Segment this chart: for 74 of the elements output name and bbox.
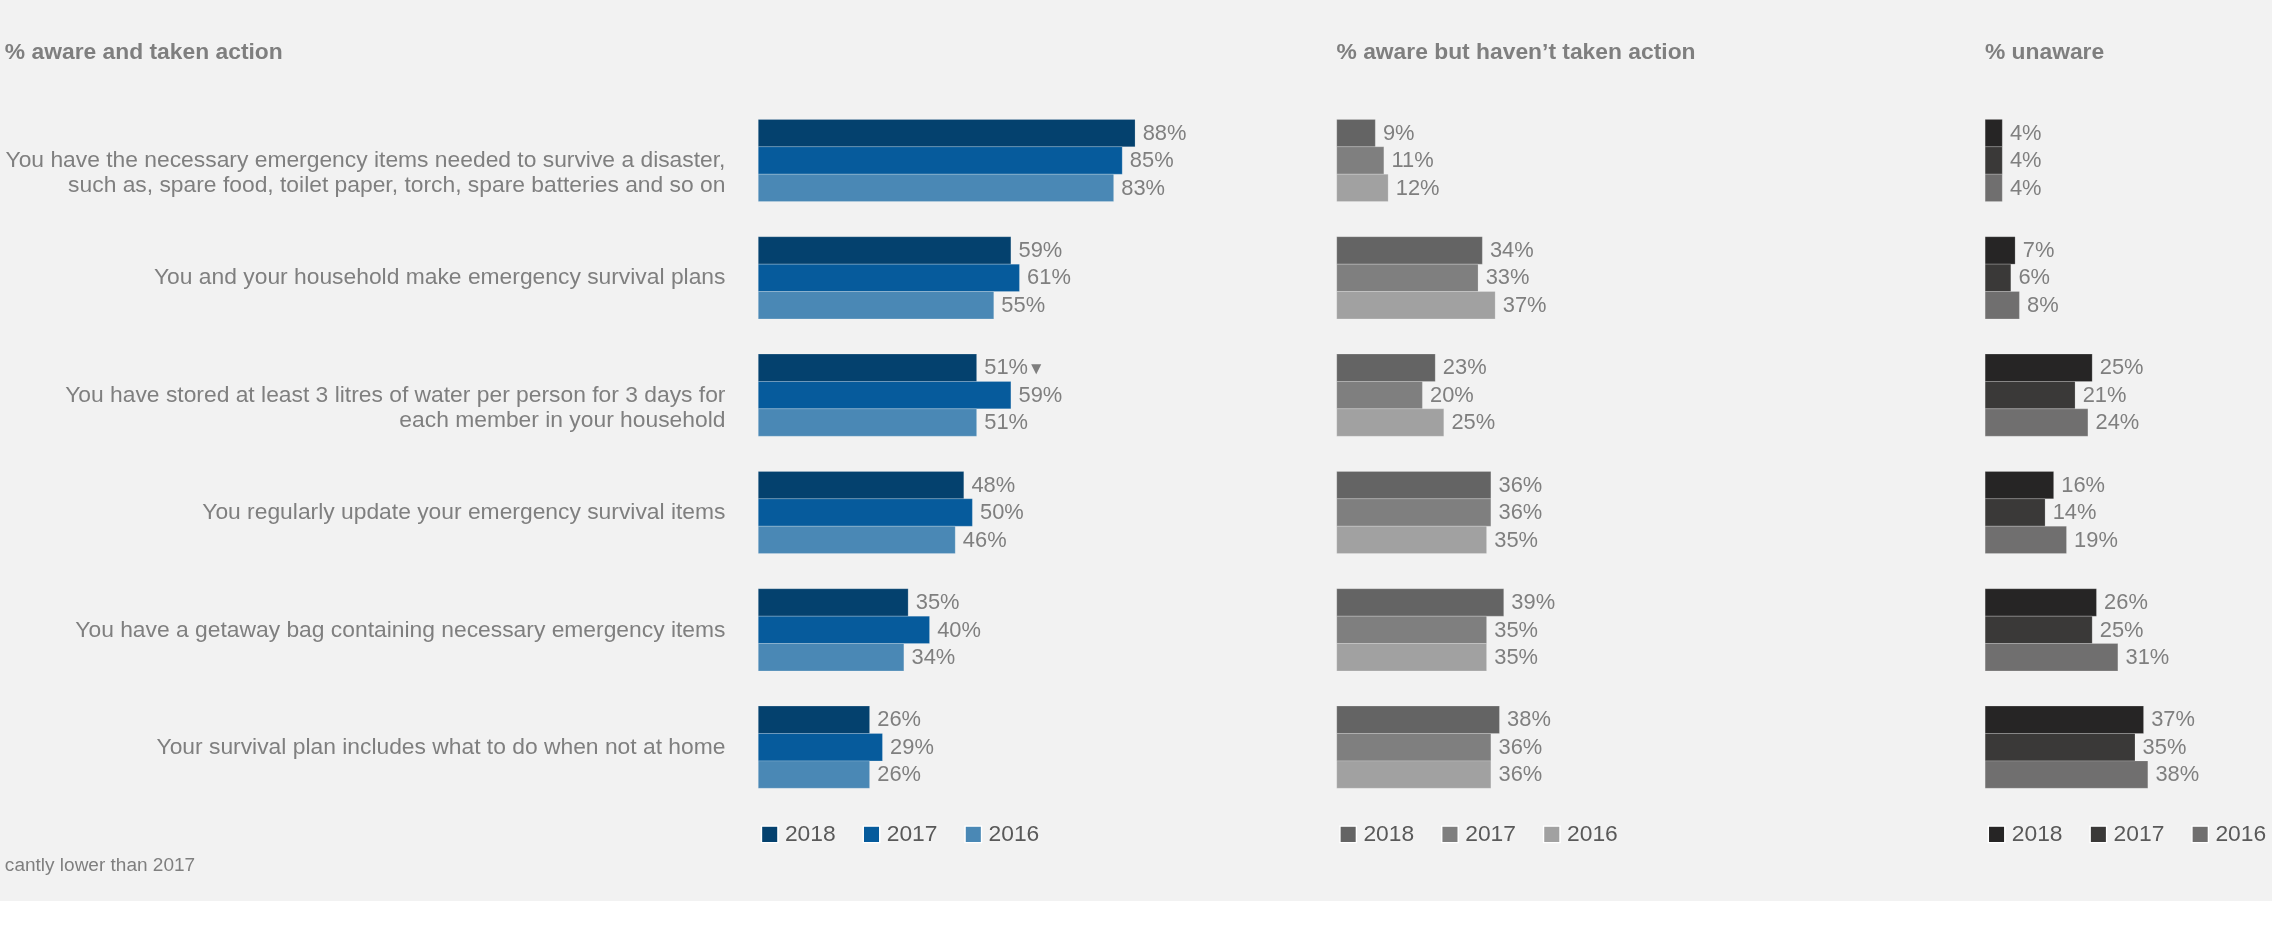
data-label: 39%: [1511, 589, 1556, 615]
data-label: 37%: [2151, 706, 2195, 732]
legend-label: 2017: [2113, 820, 2165, 847]
legend-label: 2017: [886, 820, 938, 847]
data-label: 34%: [911, 643, 956, 669]
data-label: 33%: [1485, 264, 1530, 290]
y-tick-label: You have stored at least 3 litres of water per person for 3 days for each member in your household: [65, 380, 726, 432]
data-label: 38%: [2155, 761, 2200, 787]
legend-label: 2017: [1465, 820, 1516, 847]
legend-label: 2016: [988, 820, 1040, 847]
data-label: 35%: [2142, 733, 2187, 759]
legend-label: 2018: [1363, 820, 1415, 847]
y-tick-label: You regularly update your emergency survival items: [202, 498, 726, 525]
data-label: 19%: [2074, 526, 2118, 552]
data-label: 4%: [2009, 174, 2042, 200]
y-tick-label: You have a getaway bag containing necessary emergency items: [75, 615, 726, 642]
data-label: 29%: [890, 733, 934, 759]
data-label: 21%: [2082, 381, 2127, 407]
data-label: 46%: [962, 526, 1007, 552]
data-label: 38%: [1507, 706, 1551, 732]
data-label: 85%: [1129, 147, 1174, 173]
legend-label: 2016: [2215, 820, 2267, 847]
data-label: 31%: [2125, 643, 2170, 669]
y-tick-label: You and your household make emergency survival plans: [153, 263, 726, 290]
data-label: 61%: [1027, 264, 1071, 290]
data-label: 12%: [1395, 174, 1440, 200]
legend-label: 2018: [2011, 820, 2063, 847]
text: cantly lower than 2017: [4, 853, 196, 875]
data-label: 35%: [1494, 526, 1539, 552]
data-label: 4%: [2009, 147, 2042, 173]
data-label: 55%: [1001, 291, 1046, 317]
data-label: 35%: [1494, 643, 1539, 669]
data-label: 36%: [1498, 471, 1543, 497]
data-label: 34%: [1489, 237, 1534, 263]
data-label: 51%: [984, 354, 1029, 380]
chart-title: % unaware: [1984, 37, 2105, 64]
data-label: 20%: [1429, 381, 1474, 407]
data-label: 50%: [979, 499, 1024, 525]
data-label: 4%: [2009, 119, 2042, 145]
legend-label: 2018: [784, 820, 836, 847]
data-label: 25%: [1451, 409, 1496, 435]
data-label: 36%: [1498, 499, 1543, 525]
data-label: 14%: [2052, 499, 2097, 525]
data-label: 8%: [2027, 291, 2059, 317]
data-label: 40%: [937, 616, 981, 642]
y-tick-label: Your survival plan includes what to do when not at home: [156, 732, 726, 759]
legend-label: 2016: [1566, 820, 1618, 847]
data-label: 26%: [877, 706, 922, 732]
data-label: 88%: [1142, 119, 1187, 145]
data-label: 24%: [2095, 409, 2140, 435]
y-tick-label: You have the necessary emergency items needed to survive a disaster, such as, spare food, toilet paper, torch, spare batteries and so on: [5, 146, 726, 197]
data-label: 37%: [1502, 291, 1547, 317]
data-label: 26%: [877, 761, 922, 787]
data-label: 59%: [1018, 381, 1063, 407]
text: % aware and taken action: [4, 37, 283, 64]
data-label: 59%: [1018, 237, 1063, 263]
data-label: 7%: [2022, 237, 2055, 263]
data-label: 36%: [1498, 761, 1543, 787]
data-label: 6%: [2018, 264, 2051, 290]
data-label: 83%: [1121, 174, 1166, 200]
annotation: ▼: [1027, 359, 1045, 379]
data-label: 36%: [1498, 733, 1543, 759]
data-label: 16%: [2061, 471, 2106, 497]
data-label: 51%: [984, 409, 1029, 435]
chart-title: % aware but haven’t taken action: [1336, 37, 1696, 64]
data-label: 35%: [915, 589, 960, 615]
data-label: 25%: [2099, 616, 2144, 642]
data-label: 25%: [2099, 354, 2144, 380]
data-label: 48%: [971, 471, 1016, 497]
data-label: 35%: [1494, 616, 1539, 642]
data-label: 11%: [1391, 147, 1434, 173]
data-label: 26%: [2104, 589, 2148, 615]
data-label: 23%: [1442, 354, 1487, 380]
data-label: 9%: [1382, 119, 1415, 145]
